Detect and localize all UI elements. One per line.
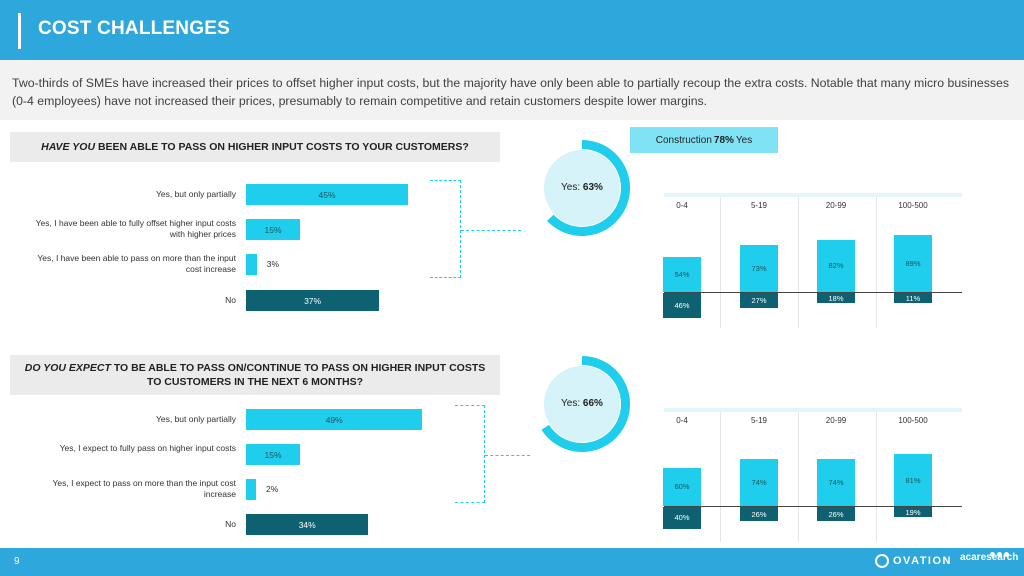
header-banner: COST CHALLENGES: [0, 0, 1024, 60]
question-1-text: BEEN ABLE TO PASS ON HIGHER INPUT COSTS …: [95, 141, 469, 153]
q2-bracket-tail: [485, 455, 530, 456]
q2-donut-label-value: 66%: [582, 398, 603, 409]
q2-donut-label: Yes: 66%: [542, 398, 622, 409]
page-number: 9: [14, 556, 20, 567]
q2-column-yes: 60%: [663, 467, 701, 506]
q2-column-separator: [720, 412, 721, 542]
q2-column-yes: 81%: [894, 454, 932, 506]
callout-value: 78%: [713, 134, 734, 146]
acaresearch-logo-dots-icon: [990, 552, 1009, 557]
q2-column-header: 20-99: [825, 416, 847, 425]
q2-bracket: [455, 405, 485, 503]
q2-column-separator: [876, 412, 877, 542]
q1-data-label: 3%: [266, 259, 280, 269]
acaresearch-logo: acaresearch: [960, 552, 1019, 563]
q2-column-header: 5-19: [750, 416, 767, 425]
q2-baseline: [664, 506, 962, 507]
q2-donut: [541, 356, 630, 452]
header-accent-bar: [18, 13, 21, 49]
q2-header-line: [664, 408, 962, 412]
intro-band: Two-thirds of SMEs have increased their …: [0, 60, 1024, 120]
q2-column-header: 100-500: [898, 416, 928, 425]
callout-prefix: Construction: [655, 134, 712, 146]
q1-category-label: Yes, I have been able to fully offset hi…: [35, 218, 236, 239]
question-1-emphasis: HAVE YOU: [41, 141, 96, 153]
q1-column-no: 46%: [663, 293, 701, 318]
q2-category-label: No: [225, 519, 236, 529]
q2-donut-label-prefix: Yes:: [561, 398, 583, 409]
q2-category-label: Yes, but only partially: [155, 414, 236, 424]
q1-category-label: Yes, I have been able to pass on more th…: [37, 253, 236, 274]
q1-bar: [246, 254, 257, 275]
q1-column-no: 18%: [817, 293, 855, 303]
q1-category-label: No: [225, 295, 236, 305]
ovation-logo-text: OVATION: [893, 555, 952, 567]
q1-donut-label-value: 63%: [582, 182, 603, 193]
q2-bar: 34%: [246, 514, 369, 535]
q2-column-separator: [798, 412, 799, 542]
q2-data-label: 2%: [266, 484, 279, 494]
q1-donut-center: [544, 150, 620, 226]
q1-column-header: 0-4: [676, 201, 688, 210]
q2-column-no: 19%: [894, 507, 932, 518]
q2-column-yes: 74%: [817, 458, 855, 506]
q2-column-no: 26%: [817, 507, 855, 522]
q1-column-header: 100-500: [898, 201, 928, 210]
q2-bar: 15%: [246, 444, 300, 465]
q1-column-yes: 54%: [663, 257, 701, 292]
q1-column-yes: 82%: [817, 239, 855, 292]
q1-column-yes: 73%: [740, 245, 778, 292]
q1-bar: 45%: [246, 184, 408, 205]
q1-donut-label: Yes: 63%: [542, 182, 622, 193]
q2-column-no: 26%: [740, 507, 778, 522]
question-2-emphasis: DO YOU EXPECT: [24, 362, 111, 374]
q1-header-line: [664, 193, 962, 197]
q2-category-label: Yes, I expect to pass on more than the i…: [52, 478, 237, 499]
footer-banner: 9 OVATION acaresearch: [0, 548, 1024, 576]
q1-column-yes: 89%: [894, 235, 932, 292]
q1-column-no: 11%: [894, 293, 932, 303]
q1-bar: 37%: [246, 290, 380, 311]
q1-bracket-tail: [461, 230, 521, 231]
q2-bar: 49%: [246, 409, 423, 430]
q2-column-yes: 74%: [740, 458, 778, 506]
ovation-logo-icon: [875, 554, 889, 568]
q2-column-header: 0-4: [676, 416, 688, 425]
page-title: COST CHALLENGES: [38, 18, 230, 39]
q1-bracket: [430, 180, 461, 278]
question-2-text: TO BE ABLE TO PASS ON/CONTINUE TO PASS O…: [110, 362, 486, 388]
q2-donut-center: [544, 366, 620, 442]
q1-column-separator: [876, 197, 877, 328]
q1-donut-label-prefix: Yes:: [561, 182, 583, 193]
ovation-logo: OVATION: [875, 554, 952, 568]
q1-category-label: Yes, but only partially: [155, 189, 236, 199]
q1-column-separator: [720, 197, 721, 328]
q1-bar: 15%: [246, 219, 300, 240]
q2-column-no: 40%: [663, 507, 701, 529]
q1-column-no: 27%: [740, 293, 778, 308]
q2-bar: [246, 479, 256, 500]
callout-suffix: Yes: [735, 134, 753, 146]
intro-text: Two-thirds of SMEs have increased their …: [12, 76, 1010, 108]
question-1: HAVE YOU BEEN ABLE TO PASS ON HIGHER INP…: [10, 132, 500, 162]
q1-donut: [544, 140, 630, 236]
q1-column-separator: [798, 197, 799, 328]
construction-callout: Construction 78% Yes: [630, 127, 778, 153]
question-2: DO YOU EXPECT TO BE ABLE TO PASS ON/CONT…: [10, 355, 500, 395]
q2-category-label: Yes, I expect to fully pass on higher in…: [59, 443, 236, 453]
q1-donut-arc: [547, 140, 630, 236]
q1-baseline: [664, 292, 962, 293]
q1-column-header: 5-19: [750, 201, 767, 210]
q1-column-header: 20-99: [825, 201, 847, 210]
